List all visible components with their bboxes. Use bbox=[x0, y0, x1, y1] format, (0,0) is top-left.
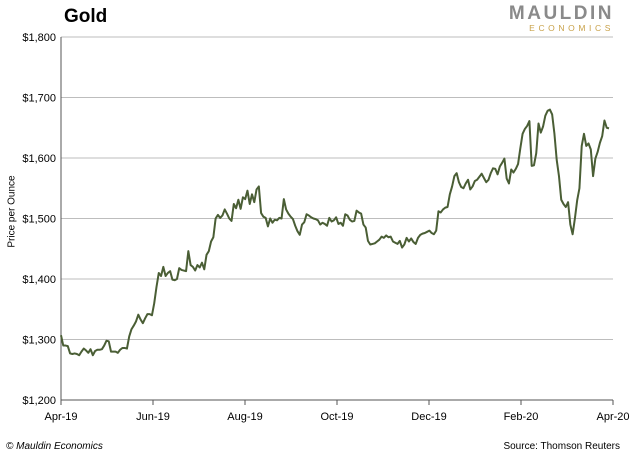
chart-title: Gold bbox=[64, 6, 108, 27]
y-tick-labels: $1,200 $1,300 $1,400 $1,500 $1,600 $1,700 $1,8… bbox=[22, 32, 56, 407]
source-note: Source: Thomson Reuters bbox=[503, 441, 620, 452]
x-tick-label: Oct-19 bbox=[320, 411, 353, 423]
x-tick-label: Aug-19 bbox=[227, 411, 262, 423]
x-tick-label: Jun-19 bbox=[136, 411, 170, 423]
x-tick-label: Feb-20 bbox=[504, 411, 539, 423]
x-tick-label: Apr-20 bbox=[596, 411, 629, 423]
mauldin-logo: MAULDIN ECONOMICS bbox=[509, 4, 614, 33]
copyright-note: © Mauldin Economics bbox=[6, 441, 103, 452]
gridlines bbox=[61, 36, 613, 340]
y-tick-label: $1,400 bbox=[22, 274, 56, 286]
logo-main-text: MAULDIN bbox=[508, 3, 614, 24]
y-tick-label: $1,500 bbox=[22, 214, 56, 226]
y-tick-label: $1,600 bbox=[22, 153, 56, 165]
y-tick-label: $1,700 bbox=[22, 93, 56, 105]
logo-sub-text: ECONOMICS bbox=[529, 23, 614, 33]
x-tick-labels: Apr-19 Jun-19 Aug-19 Oct-19 Dec-19 Feb-20 Apr-… bbox=[44, 400, 630, 423]
x-tick-label: Dec-19 bbox=[411, 411, 446, 423]
gold-price-line bbox=[60, 108, 610, 357]
y-tick-label: $1,200 bbox=[22, 395, 56, 407]
y-tick-label: $1,800 bbox=[22, 32, 56, 44]
y-tick-label: $1,300 bbox=[22, 335, 56, 347]
x-tick-label: Apr-19 bbox=[44, 411, 77, 423]
